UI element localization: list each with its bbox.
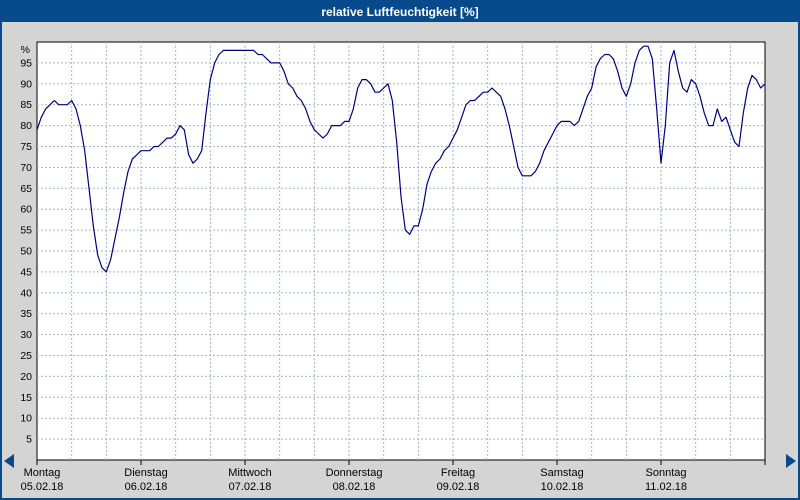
y-axis-tick-label: 85 (20, 99, 32, 111)
x-axis-day-name: Freitag (441, 467, 475, 479)
y-axis-tick-label: 15 (20, 392, 32, 404)
y-axis-tick-label: 30 (20, 329, 32, 341)
y-axis-unit-label: % (21, 44, 30, 56)
y-axis-tick-label: 95 (20, 57, 32, 69)
x-axis-day-date: 05.02.18 (21, 481, 64, 493)
y-axis-tick-label: 40 (20, 287, 32, 299)
x-axis-day-name: Sonntag (646, 467, 687, 479)
x-axis-day-name: Mittwoch (228, 467, 271, 479)
x-axis-day-date: 07.02.18 (229, 481, 272, 493)
scroll-right-arrow[interactable] (786, 454, 796, 468)
y-axis-tick-label: 10 (20, 413, 32, 425)
x-axis-day-name: Samstag (540, 467, 583, 479)
x-axis-day-date: 10.02.18 (541, 481, 584, 493)
y-axis-tick-label: 70 (20, 162, 32, 174)
y-axis-tick-label: 60 (20, 204, 32, 216)
y-axis-tick-label: 80 (20, 120, 32, 132)
chart-title: relative Luftfeuchtigkeit [%] (321, 5, 479, 19)
x-axis-day-date: 09.02.18 (437, 481, 480, 493)
y-axis-tick-label: 50 (20, 246, 32, 258)
x-axis-day-name: Montag (24, 467, 61, 479)
y-axis-tick-label: 65 (20, 183, 32, 195)
y-axis-tick-label: 75 (20, 141, 32, 153)
x-axis-day-name: Dienstag (124, 467, 167, 479)
y-axis-tick-label: 90 (20, 78, 32, 90)
y-axis-tick-label: 45 (20, 266, 32, 278)
chart-title-bar: relative Luftfeuchtigkeit [%] (2, 2, 798, 22)
x-axis-day-name: Donnerstag (326, 467, 383, 479)
y-axis-tick-label: 5 (26, 434, 32, 446)
x-axis-day-date: 08.02.18 (333, 481, 376, 493)
humidity-line (36, 45, 766, 273)
y-axis-tick-label: 35 (20, 308, 32, 320)
y-axis-tick-label: 20 (20, 371, 32, 383)
y-axis-tick-label: 25 (20, 350, 32, 362)
x-axis-day-date: 11.02.18 (645, 481, 687, 493)
scroll-left-arrow[interactable] (4, 454, 14, 468)
x-axis-day-date: 06.02.18 (125, 481, 168, 493)
y-axis-tick-label: 55 (20, 225, 32, 237)
